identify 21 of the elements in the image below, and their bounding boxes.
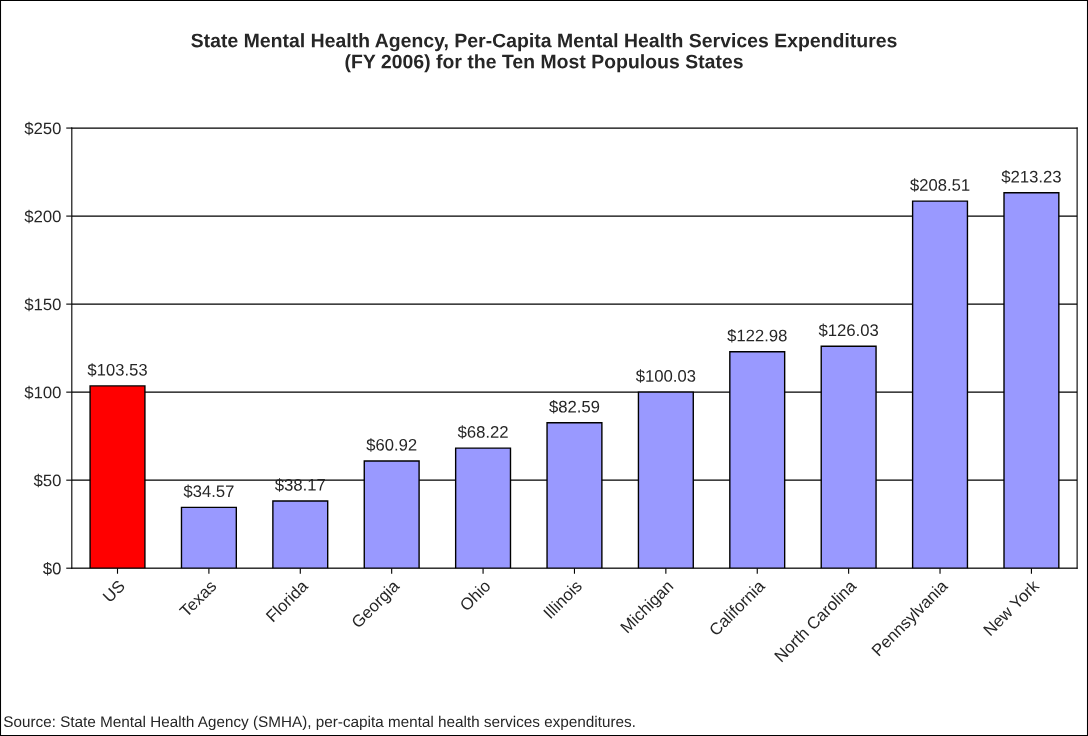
y-tick-label: $150 [24,297,61,312]
y-tick-label: $250 [24,121,61,136]
data-label: $82.59 [549,400,600,414]
data-label: $208.51 [910,178,970,192]
data-label: $100.03 [635,369,696,383]
data-label: $213.23 [1001,170,1061,184]
chart-title: State Mental Health Agency, Per-Capita Mental Health Services Expenditures (FY 2006) for the Ten Most Populous States [191,33,897,73]
data-label: $103.53 [87,363,147,377]
data-label: $38.17 [274,478,325,492]
y-tick-label: $200 [24,209,61,224]
x-tick-label: US [102,579,126,603]
data-label: $68.22 [457,425,508,439]
y-tick-label: $0 [43,561,61,576]
data-label: $60.92 [366,438,417,452]
source-note: Source: State Mental Health Agency (SMHA), per-capita mental health services expenditures. [3,715,635,731]
y-tick-label: $50 [33,473,61,488]
y-tick-label: $100 [24,385,61,400]
data-label: $34.57 [183,484,234,499]
x-tick-label: Ohio [458,579,492,612]
data-label: $122.98 [727,328,787,343]
data-label: $126.03 [818,323,879,338]
